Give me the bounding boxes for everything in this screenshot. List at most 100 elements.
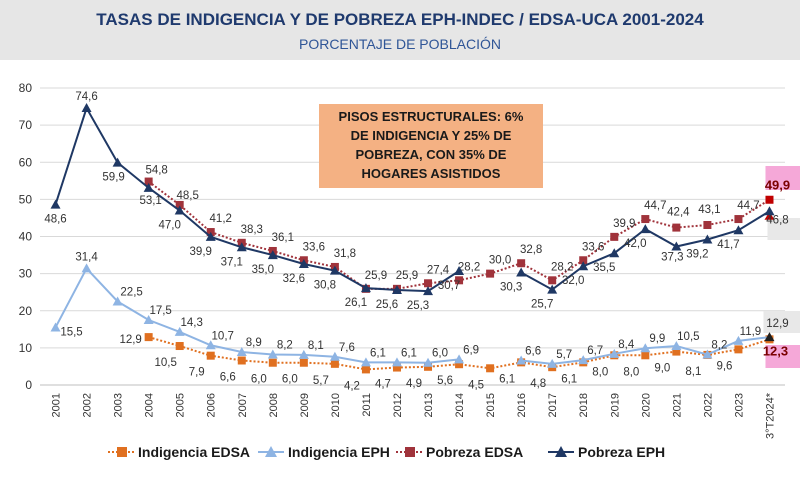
data-label: 9,0 (654, 363, 670, 375)
data-point (454, 354, 465, 364)
data-label: 39,9 (190, 246, 212, 258)
x-tick-label: 2006 (206, 393, 218, 417)
data-point (516, 355, 527, 365)
x-tick-label: 2017 (547, 393, 559, 417)
data-point (143, 315, 154, 325)
highlight-box-indigencia-eph (763, 311, 800, 333)
data-label: 9,9 (649, 333, 665, 345)
data-label: 32,8 (520, 244, 542, 256)
data-point (641, 351, 650, 360)
data-point (548, 276, 557, 285)
data-label: 59,9 (102, 172, 124, 184)
legend-label: Pobreza EPH (578, 444, 665, 460)
y-tick-label: 70 (19, 118, 33, 132)
data-label: 54,8 (145, 165, 167, 177)
data-point (392, 363, 401, 372)
data-point (391, 357, 402, 367)
data-label: 6,0 (251, 374, 267, 386)
data-label: 6,1 (370, 347, 386, 359)
x-tick-label: 2018 (578, 393, 590, 417)
data-point (236, 242, 247, 252)
data-point (764, 206, 775, 216)
x-tick-label: 2002 (82, 393, 94, 417)
data-point (516, 267, 527, 277)
data-point (609, 348, 620, 358)
data-label: 30,3 (500, 282, 522, 294)
data-label: 12,3 (763, 343, 788, 358)
data-point (174, 326, 185, 336)
data-label: 49,9 (765, 178, 790, 193)
data-label: 30,0 (489, 255, 511, 267)
data-point (454, 266, 465, 276)
data-label: 32,6 (283, 273, 305, 285)
data-label: 42,0 (624, 238, 646, 250)
data-label: 25,3 (407, 300, 429, 312)
data-label: 28,2 (458, 261, 480, 273)
legend-label: Indigencia EDSA (138, 444, 250, 460)
data-label: 12,9 (766, 318, 788, 330)
data-point (424, 362, 433, 371)
data-point (205, 340, 216, 350)
data-label: 17,5 (149, 305, 171, 317)
data-point (423, 286, 434, 296)
data-label: 8,0 (592, 366, 608, 378)
data-point (702, 349, 713, 359)
data-label: 25,6 (376, 299, 398, 311)
data-label: 4,2 (344, 380, 360, 392)
data-label: 6,6 (220, 371, 236, 383)
x-tick-label: 2004 (144, 393, 156, 417)
data-label: 37,3 (661, 252, 683, 264)
data-label: 53,1 (139, 195, 161, 207)
highlight-box-pobreza-eph (767, 218, 800, 240)
data-label: 28,2 (551, 261, 573, 273)
legend-marker (405, 447, 415, 457)
x-tick-label: 2019 (609, 393, 621, 417)
data-point (641, 215, 650, 224)
data-label: 41,2 (210, 213, 232, 225)
data-point (671, 341, 682, 351)
highlight-box-pobreza-edsa (765, 166, 800, 190)
data-point (267, 250, 278, 260)
data-label: 39,2 (686, 248, 708, 260)
data-label: 31,8 (334, 248, 356, 260)
data-label: 7,6 (339, 342, 355, 354)
data-point (268, 358, 277, 367)
y-tick-label: 0 (25, 378, 32, 392)
data-label: 6,1 (499, 373, 515, 385)
data-point (329, 351, 340, 361)
data-point (360, 283, 371, 293)
chart-subtitle: PORCENTAJE DE POBLACIÓN (298, 36, 501, 52)
data-label: 43,1 (698, 204, 720, 216)
data-point (733, 335, 744, 345)
data-point (764, 211, 775, 220)
data-label: 46,8 (766, 214, 788, 226)
data-label: 4,8 (530, 378, 546, 390)
data-point (672, 223, 681, 232)
data-label: 44,7 (644, 200, 666, 212)
data-label: 4,7 (375, 379, 391, 391)
data-label: 6,7 (587, 345, 603, 357)
data-label: 8,2 (711, 340, 727, 352)
data-point (112, 296, 123, 306)
data-label: 6,0 (432, 348, 448, 360)
x-tick-label: 2012 (392, 393, 404, 417)
data-label: 39,9 (613, 218, 635, 230)
data-label: 38,3 (241, 224, 263, 236)
x-tick-label: 2005 (175, 393, 187, 417)
chart-title: TASAS DE INDIGENCIA Y DE POBREZA EPH-IND… (96, 10, 704, 29)
data-label: 33,6 (303, 241, 325, 253)
data-label: 74,6 (75, 91, 97, 103)
series-pobreza-eph: 48,6 74,6 59,9 53,1 47,0 39,9 37,1 35,0 32,6 30,8… (44, 91, 788, 312)
data-point (703, 220, 712, 229)
data-point (702, 234, 713, 244)
data-label: 8,2 (277, 340, 293, 352)
data-point (765, 195, 774, 204)
data-label: 5,7 (313, 375, 329, 387)
x-tick-label: 2007 (237, 393, 249, 417)
data-point (578, 261, 589, 271)
data-label: 47,0 (158, 220, 180, 232)
data-label: 11,9 (740, 326, 762, 338)
data-label: 6,6 (525, 345, 541, 357)
data-point (236, 346, 247, 356)
data-label: 10,7 (212, 330, 234, 342)
